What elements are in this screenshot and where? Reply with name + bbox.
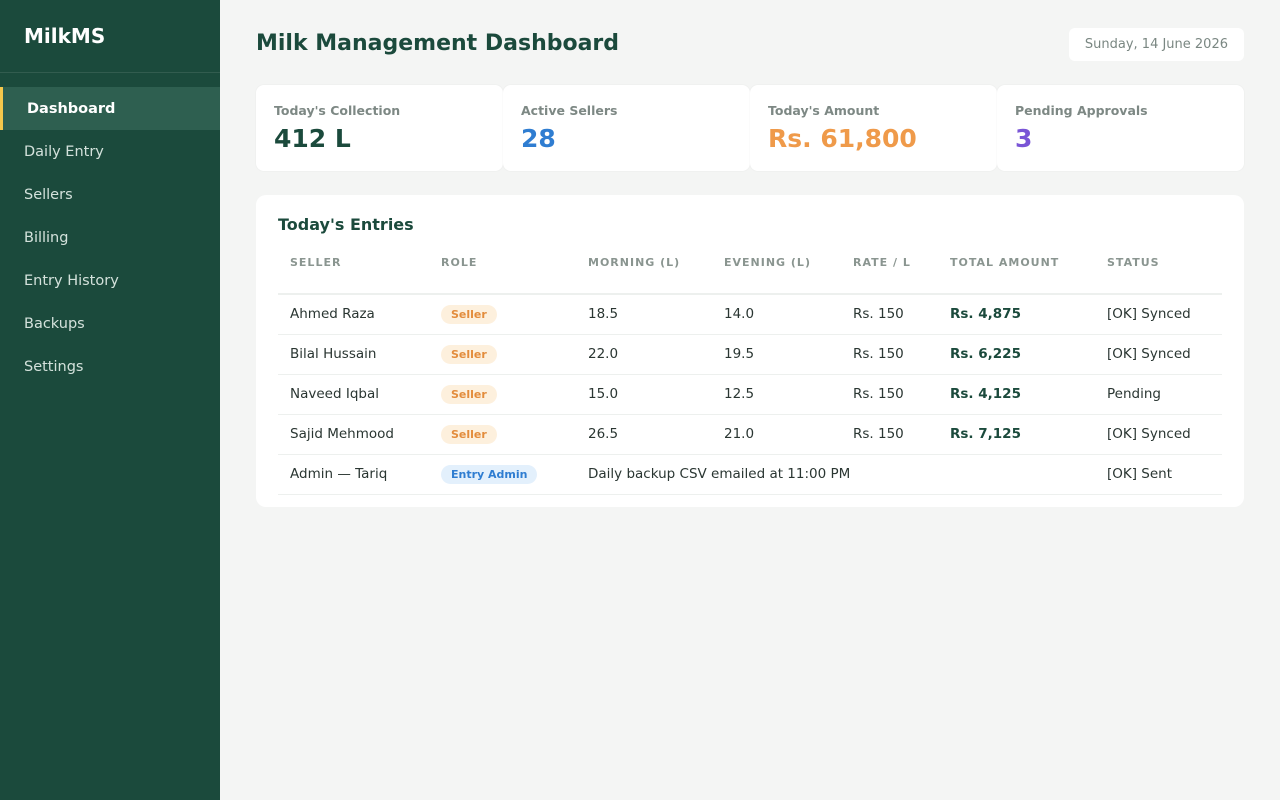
cell-total: Rs. 6,225 <box>938 334 1095 375</box>
stat-card-active-sellers: Active Sellers 28 <box>503 85 750 171</box>
stat-value: 28 <box>521 124 556 153</box>
stat-label: Today's Amount <box>768 103 880 118</box>
sidebar-item-dashboard[interactable]: Dashboard <box>0 87 220 130</box>
cell-evening: 12.5 <box>712 374 841 415</box>
cell-morning: 15.0 <box>576 374 712 415</box>
cell-status: [OK] Sent <box>1095 454 1222 495</box>
cell-rate: Rs. 150 <box>841 334 938 375</box>
column-header-morning: MORNING (L) <box>576 256 712 295</box>
stat-value: 412 L <box>274 124 351 153</box>
role-badge: Seller <box>441 344 497 364</box>
date-display: Sunday, 14 June 2026 <box>1068 28 1244 61</box>
cell-total: Rs. 7,125 <box>938 414 1095 455</box>
table-row[interactable]: Bilal Hussain Seller 22.0 19.5 Rs. 150 R… <box>278 334 1222 375</box>
column-header-rate: RATE / L <box>841 256 938 295</box>
role-badge: Seller <box>441 424 497 444</box>
role-badge: Seller <box>441 304 497 324</box>
sidebar: MilkMS Dashboard Daily Entry Sellers Bil… <box>0 0 220 800</box>
table-row[interactable]: Sajid Mehmood Seller 26.5 21.0 Rs. 150 R… <box>278 414 1222 455</box>
entries-table: SELLER ROLE MORNING (L) EVENING (L) RATE… <box>278 256 1222 495</box>
cell-seller: Admin — Tariq <box>278 454 429 495</box>
stat-label: Pending Approvals <box>1015 103 1148 118</box>
cell-status: [OK] Synced <box>1095 334 1222 375</box>
brand-logo: MilkMS <box>0 0 220 73</box>
column-header-evening: EVENING (L) <box>712 256 841 295</box>
cell-status: Pending <box>1095 374 1222 415</box>
cell-seller: Bilal Hussain <box>278 334 429 375</box>
role-badge: Seller <box>441 384 497 404</box>
cell-seller: Naveed Iqbal <box>278 374 429 415</box>
entries-title: Today's Entries <box>278 215 414 234</box>
cell-morning: 22.0 <box>576 334 712 375</box>
sidebar-item-backups[interactable]: Backups <box>24 315 85 332</box>
sidebar-item-sellers[interactable]: Sellers <box>24 186 73 203</box>
sidebar-item-daily-entry[interactable]: Daily Entry <box>24 143 104 160</box>
stat-value: Rs. 61,800 <box>768 124 917 153</box>
stat-card-pending-approvals: Pending Approvals 3 <box>997 85 1244 171</box>
column-header-total: TOTAL AMOUNT <box>938 256 1095 295</box>
column-header-seller: SELLER <box>278 256 429 295</box>
cell-evening: 19.5 <box>712 334 841 375</box>
table-row-admin[interactable]: Admin — Tariq Entry Admin Daily backup C… <box>278 454 1222 495</box>
column-header-status: STATUS <box>1095 256 1222 295</box>
stats-row: Today's Collection 412 L Active Sellers … <box>256 85 1244 171</box>
sidebar-item-entry-history[interactable]: Entry History <box>24 272 119 289</box>
cell-rate: Rs. 150 <box>841 414 938 455</box>
table-header-row: SELLER ROLE MORNING (L) EVENING (L) RATE… <box>278 256 1222 295</box>
cell-evening: 21.0 <box>712 414 841 455</box>
cell-rate: Rs. 150 <box>841 374 938 415</box>
page-title: Milk Management Dashboard <box>256 31 620 56</box>
stat-value: 3 <box>1015 124 1033 153</box>
role-badge: Entry Admin <box>441 464 538 484</box>
cell-rate: Rs. 150 <box>841 294 938 335</box>
stat-card-amount: Today's Amount Rs. 61,800 <box>750 85 997 171</box>
table-row[interactable]: Ahmed Raza Seller 18.5 14.0 Rs. 150 Rs. … <box>278 294 1222 335</box>
cell-note: Daily backup CSV emailed at 11:00 PM <box>576 454 1095 495</box>
sidebar-nav: Dashboard Daily Entry Sellers Billing En… <box>0 87 220 388</box>
cell-status: [OK] Synced <box>1095 414 1222 455</box>
sidebar-item-settings[interactable]: Settings <box>24 358 84 375</box>
cell-status: [OK] Synced <box>1095 294 1222 335</box>
cell-morning: 18.5 <box>576 294 712 335</box>
stat-label: Today's Collection <box>274 103 401 118</box>
cell-seller: Ahmed Raza <box>278 294 429 335</box>
cell-total: Rs. 4,875 <box>938 294 1095 335</box>
stat-card-collection: Today's Collection 412 L <box>256 85 503 171</box>
cell-evening: 14.0 <box>712 294 841 335</box>
column-header-role: ROLE <box>429 256 576 295</box>
table-row[interactable]: Naveed Iqbal Seller 15.0 12.5 Rs. 150 Rs… <box>278 374 1222 415</box>
entries-card: Today's Entries SELLER ROLE MORNING (L) … <box>256 195 1244 507</box>
stat-label: Active Sellers <box>521 103 618 118</box>
cell-morning: 26.5 <box>576 414 712 455</box>
sidebar-item-billing[interactable]: Billing <box>24 229 69 246</box>
cell-seller: Sajid Mehmood <box>278 414 429 455</box>
cell-total: Rs. 4,125 <box>938 374 1095 415</box>
